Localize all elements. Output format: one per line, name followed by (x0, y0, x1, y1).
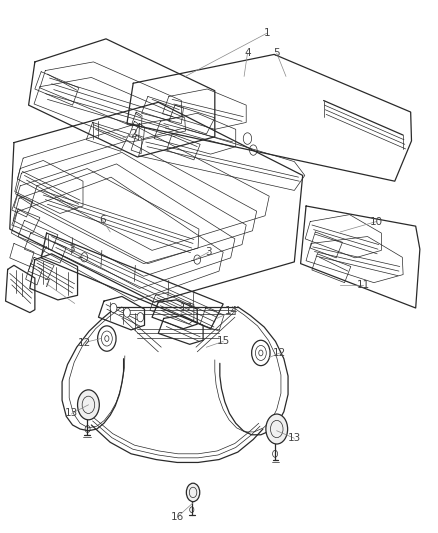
Text: 1: 1 (264, 28, 270, 38)
Text: 17: 17 (180, 303, 193, 313)
Text: 3: 3 (68, 244, 75, 254)
Text: 15: 15 (216, 336, 230, 346)
Text: 12: 12 (273, 348, 286, 358)
Text: 16: 16 (170, 512, 184, 522)
Circle shape (110, 303, 117, 313)
Text: 6: 6 (99, 215, 106, 225)
Circle shape (252, 340, 270, 366)
Circle shape (78, 390, 99, 420)
Text: 11: 11 (357, 280, 370, 290)
Text: 12: 12 (78, 337, 91, 348)
Text: 13: 13 (65, 408, 78, 418)
Text: 2: 2 (130, 129, 137, 139)
Text: 3: 3 (205, 247, 212, 257)
Text: 13: 13 (288, 433, 301, 443)
Circle shape (124, 308, 130, 317)
Circle shape (98, 326, 116, 351)
Text: 10: 10 (370, 216, 383, 227)
Text: 7: 7 (43, 279, 50, 289)
Circle shape (186, 483, 200, 502)
Circle shape (137, 313, 144, 322)
Text: 14: 14 (225, 306, 238, 317)
Text: 5: 5 (273, 49, 280, 58)
Text: 4: 4 (244, 49, 251, 58)
Circle shape (266, 414, 288, 444)
